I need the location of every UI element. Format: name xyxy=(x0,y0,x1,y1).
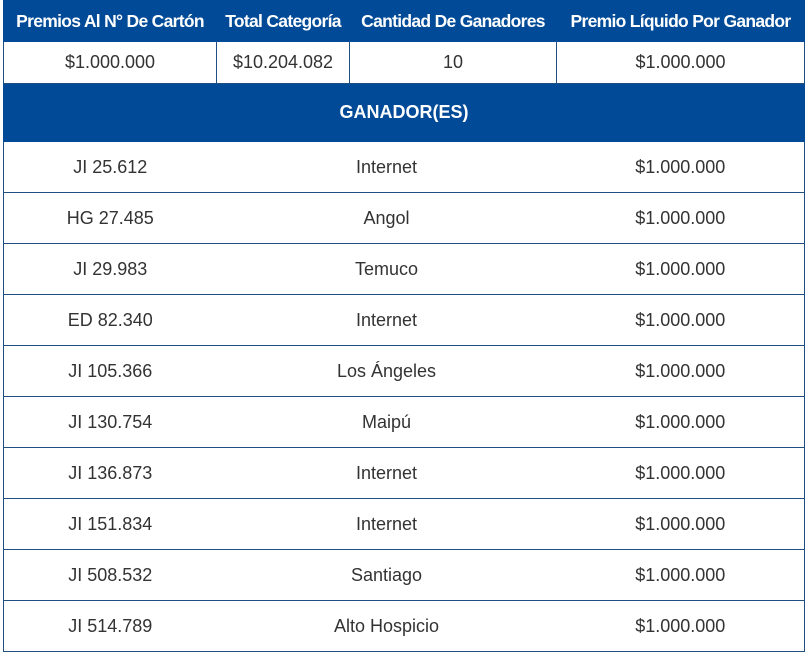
winner-premio: $1.000.000 xyxy=(556,294,805,346)
winner-ubicacion: Alto Hospicio xyxy=(216,600,557,652)
winner-row: JI 514.789 Alto Hospicio $1.000.000 xyxy=(3,600,805,652)
winner-ubicacion: Maipú xyxy=(216,396,557,448)
winner-ubicacion: Angol xyxy=(216,192,557,244)
winner-ubicacion: Los Ángeles xyxy=(216,345,557,397)
winner-row: JI 508.532 Santiago $1.000.000 xyxy=(3,549,805,601)
winner-premio: $1.000.000 xyxy=(556,243,805,295)
winner-premio: $1.000.000 xyxy=(556,345,805,397)
winner-premio: $1.000.000 xyxy=(556,549,805,601)
winner-carton: JI 130.754 xyxy=(3,396,217,448)
winner-row: JI 25.612 Internet $1.000.000 xyxy=(3,141,805,193)
summary-premio-liquido: $1.000.000 xyxy=(556,41,805,84)
header-total-categoria: Total Categoría xyxy=(216,0,350,42)
winner-carton: HG 27.485 xyxy=(3,192,217,244)
winner-carton: JI 105.366 xyxy=(3,345,217,397)
winner-premio: $1.000.000 xyxy=(556,600,805,652)
winner-premio: $1.000.000 xyxy=(556,396,805,448)
winner-row: ED 82.340 Internet $1.000.000 xyxy=(3,294,805,346)
winner-ubicacion: Santiago xyxy=(216,549,557,601)
winner-premio: $1.000.000 xyxy=(556,447,805,499)
winners-section-title: GANADOR(ES) xyxy=(3,83,805,142)
winner-row: JI 136.873 Internet $1.000.000 xyxy=(3,447,805,499)
header-premio-carton: Premios Al N° De Cartón xyxy=(3,0,217,42)
winner-carton: JI 29.983 xyxy=(3,243,217,295)
winner-ubicacion: Internet xyxy=(216,294,557,346)
header-row: Premios Al N° De Cartón Total Categoría … xyxy=(3,0,805,42)
winner-row: JI 29.983 Temuco $1.000.000 xyxy=(3,243,805,295)
winner-ubicacion: Internet xyxy=(216,141,557,193)
winner-carton: JI 151.834 xyxy=(3,498,217,550)
winner-ubicacion: Temuco xyxy=(216,243,557,295)
winner-carton: JI 25.612 xyxy=(3,141,217,193)
winner-carton: ED 82.340 xyxy=(3,294,217,346)
winner-row: JI 105.366 Los Ángeles $1.000.000 xyxy=(3,345,805,397)
winner-premio: $1.000.000 xyxy=(556,192,805,244)
winner-premio: $1.000.000 xyxy=(556,498,805,550)
winner-ubicacion: Internet xyxy=(216,447,557,499)
winner-row: JI 151.834 Internet $1.000.000 xyxy=(3,498,805,550)
winner-row: HG 27.485 Angol $1.000.000 xyxy=(3,192,805,244)
summary-cantidad-ganadores: 10 xyxy=(349,41,557,84)
winner-row: JI 130.754 Maipú $1.000.000 xyxy=(3,396,805,448)
winner-ubicacion: Internet xyxy=(216,498,557,550)
results-table: Premios Al N° De Cartón Total Categoría … xyxy=(3,0,805,652)
winner-carton: JI 136.873 xyxy=(3,447,217,499)
summary-premio-carton: $1.000.000 xyxy=(3,41,217,84)
winner-carton: JI 508.532 xyxy=(3,549,217,601)
header-cantidad-ganadores: Cantidad De Ganadores xyxy=(349,0,557,42)
summary-total-categoria: $10.204.082 xyxy=(216,41,350,84)
winner-carton: JI 514.789 xyxy=(3,600,217,652)
summary-row: $1.000.000 $10.204.082 10 $1.000.000 xyxy=(3,41,805,84)
header-premio-liquido: Premio Líquido Por Ganador xyxy=(556,0,805,42)
winners-section-row: GANADOR(ES) xyxy=(3,83,805,142)
winner-premio: $1.000.000 xyxy=(556,141,805,193)
